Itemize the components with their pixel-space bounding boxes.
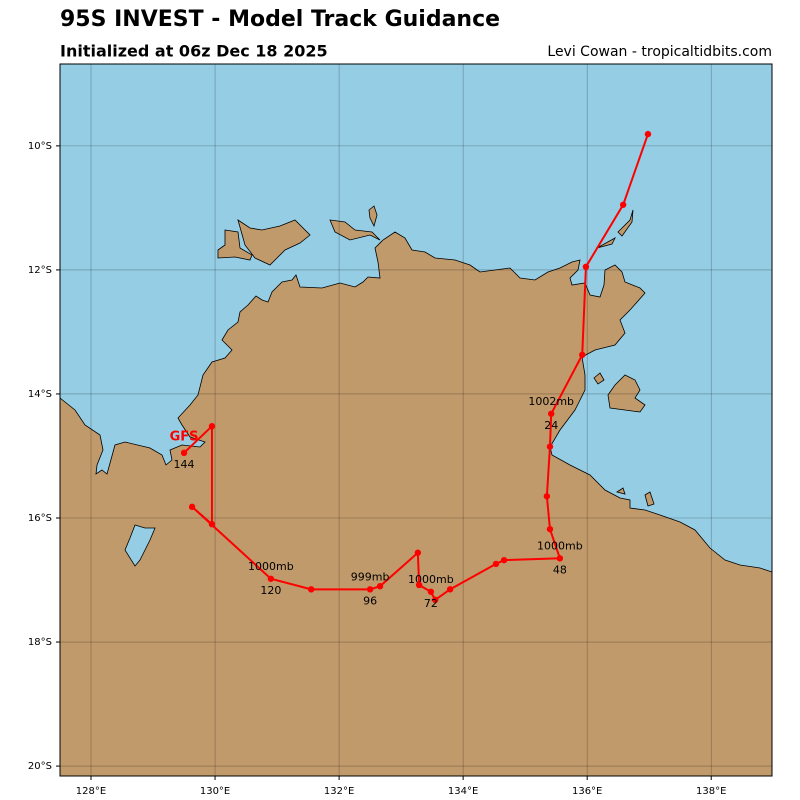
track-point <box>427 588 435 595</box>
track-point <box>492 560 500 568</box>
pressure-label: 1002mb <box>528 395 574 408</box>
track-point <box>208 520 216 528</box>
track-point <box>208 423 216 430</box>
wessel-islands <box>617 209 634 237</box>
track-point <box>414 549 422 556</box>
grid <box>60 64 772 776</box>
island <box>616 487 626 495</box>
island <box>593 372 605 385</box>
tracks: 24 1002mb 48 1000mb 72 1000mb 96 999mb 120 1000mb… <box>170 130 652 610</box>
pressure-label: 999mb <box>351 570 390 583</box>
island <box>644 491 655 507</box>
track-point <box>500 556 508 564</box>
x-tick-label: 134°E <box>448 786 478 797</box>
groote-eylandt <box>607 374 646 413</box>
track-point <box>366 586 374 593</box>
track-point <box>619 201 627 208</box>
basemap <box>60 64 772 776</box>
croker-island <box>368 205 378 228</box>
track-point <box>556 555 564 562</box>
track-line <box>183 133 649 602</box>
track-point <box>432 596 439 604</box>
y-tick-label: 16°S <box>28 513 52 524</box>
track-point <box>180 449 188 457</box>
track-point <box>644 130 652 138</box>
track-point <box>546 525 554 533</box>
credit: Levi Cowan - tropicaltidbits.com <box>547 44 772 60</box>
mainland <box>60 231 772 776</box>
island <box>596 237 616 249</box>
track-point <box>543 493 551 500</box>
track-point <box>548 410 555 417</box>
pressure-label: 1000mb <box>248 560 294 573</box>
hour-label: 48 <box>553 563 567 576</box>
track-point <box>188 503 196 511</box>
hour-label: 72 <box>424 597 438 610</box>
hour-label: 144 <box>174 458 195 471</box>
track-point <box>376 583 384 590</box>
pressure-label: 1000mb <box>408 573 454 586</box>
track-point <box>582 263 590 271</box>
pressure-label: 1000mb <box>537 539 583 552</box>
model-label: GFS <box>170 429 199 444</box>
y-tick-label: 20°S <box>28 761 52 772</box>
x-tick-label: 136°E <box>572 786 602 797</box>
hour-label: 120 <box>260 584 281 597</box>
bathurst-island <box>217 229 253 261</box>
lake <box>124 524 156 567</box>
y-tick-label: 10°S <box>28 141 52 152</box>
cobourg-peninsula <box>329 219 381 241</box>
y-tick-label: 14°S <box>28 389 52 400</box>
hour-label: 96 <box>363 594 377 607</box>
y-tick-label: 12°S <box>28 265 52 276</box>
x-tick-label: 132°E <box>324 786 354 797</box>
plot-frame <box>59 63 773 777</box>
chart-title: 95S INVEST - Model Track Guidance <box>60 7 500 32</box>
track-point <box>446 586 454 593</box>
chart-subtitle: Initialized at 06z Dec 18 2025 <box>60 42 328 61</box>
x-tick-label: 138°E <box>696 786 726 797</box>
y-tick-label: 18°S <box>28 637 52 648</box>
hour-label: 24 <box>544 419 558 432</box>
track-point <box>415 581 423 589</box>
melville-island <box>237 219 311 266</box>
x-tick-label: 128°E <box>76 786 106 797</box>
track-point <box>307 586 315 593</box>
track-point <box>267 575 275 582</box>
x-tick-label: 130°E <box>200 786 230 797</box>
track-point <box>546 443 554 450</box>
track-point <box>579 351 586 359</box>
